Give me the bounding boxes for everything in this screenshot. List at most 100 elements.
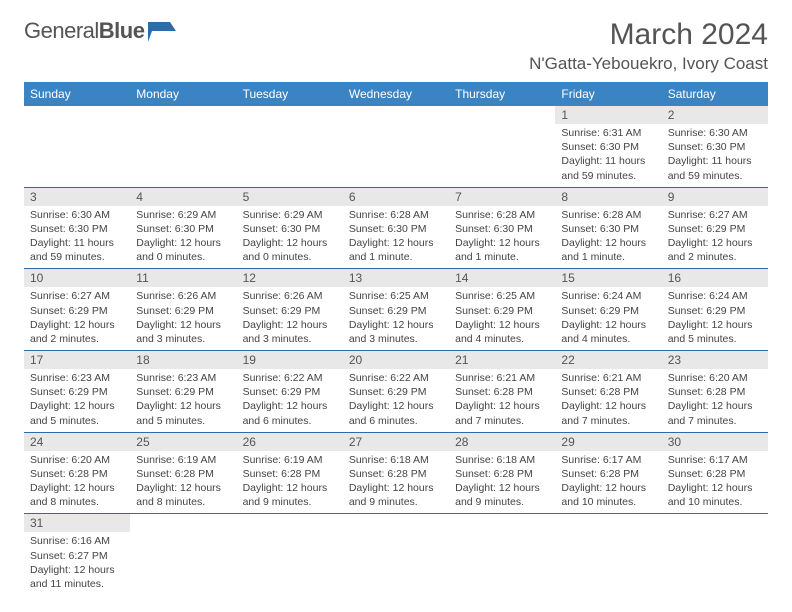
sunrise-text: Sunrise: 6:17 AM bbox=[561, 453, 655, 467]
logo-text: GeneralBlue bbox=[24, 18, 144, 44]
calendar-cell-empty bbox=[662, 514, 768, 595]
calendar-cell: 17Sunrise: 6:23 AMSunset: 6:29 PMDayligh… bbox=[24, 351, 130, 433]
day-details: Sunrise: 6:17 AMSunset: 6:28 PMDaylight:… bbox=[555, 451, 661, 514]
day-details: Sunrise: 6:25 AMSunset: 6:29 PMDaylight:… bbox=[449, 287, 555, 350]
calendar-cell: 15Sunrise: 6:24 AMSunset: 6:29 PMDayligh… bbox=[555, 269, 661, 351]
daylight-text: Daylight: 12 hours and 3 minutes. bbox=[349, 318, 443, 346]
sunrise-text: Sunrise: 6:30 AM bbox=[30, 208, 124, 222]
day-details: Sunrise: 6:26 AMSunset: 6:29 PMDaylight:… bbox=[237, 287, 343, 350]
header-right: March 2024 N'Gatta-Yebouekro, Ivory Coas… bbox=[529, 18, 768, 74]
sunset-text: Sunset: 6:30 PM bbox=[136, 222, 230, 236]
calendar-cell-empty bbox=[449, 106, 555, 187]
calendar-cell: 7Sunrise: 6:28 AMSunset: 6:30 PMDaylight… bbox=[449, 187, 555, 269]
day-number: 29 bbox=[555, 433, 661, 451]
sunrise-text: Sunrise: 6:20 AM bbox=[30, 453, 124, 467]
calendar-week: 3Sunrise: 6:30 AMSunset: 6:30 PMDaylight… bbox=[24, 187, 768, 269]
daylight-text: Daylight: 12 hours and 7 minutes. bbox=[668, 399, 762, 427]
daylight-text: Daylight: 12 hours and 3 minutes. bbox=[243, 318, 337, 346]
day-details: Sunrise: 6:18 AMSunset: 6:28 PMDaylight:… bbox=[343, 451, 449, 514]
calendar-cell-empty bbox=[130, 514, 236, 595]
sunset-text: Sunset: 6:29 PM bbox=[243, 304, 337, 318]
daylight-text: Daylight: 12 hours and 8 minutes. bbox=[136, 481, 230, 509]
logo-text-blue: Blue bbox=[99, 18, 145, 43]
sunrise-text: Sunrise: 6:24 AM bbox=[668, 289, 762, 303]
day-number: 15 bbox=[555, 269, 661, 287]
calendar-cell: 1Sunrise: 6:31 AMSunset: 6:30 PMDaylight… bbox=[555, 106, 661, 187]
daylight-text: Daylight: 12 hours and 2 minutes. bbox=[30, 318, 124, 346]
day-details: Sunrise: 6:21 AMSunset: 6:28 PMDaylight:… bbox=[555, 369, 661, 432]
day-details: Sunrise: 6:21 AMSunset: 6:28 PMDaylight:… bbox=[449, 369, 555, 432]
sunset-text: Sunset: 6:30 PM bbox=[668, 140, 762, 154]
daylight-text: Daylight: 12 hours and 0 minutes. bbox=[243, 236, 337, 264]
day-details: Sunrise: 6:25 AMSunset: 6:29 PMDaylight:… bbox=[343, 287, 449, 350]
day-number: 4 bbox=[130, 188, 236, 206]
sunrise-text: Sunrise: 6:25 AM bbox=[455, 289, 549, 303]
sunrise-text: Sunrise: 6:30 AM bbox=[668, 126, 762, 140]
daylight-text: Daylight: 11 hours and 59 minutes. bbox=[561, 154, 655, 182]
daylight-text: Daylight: 12 hours and 0 minutes. bbox=[136, 236, 230, 264]
sunrise-text: Sunrise: 6:29 AM bbox=[136, 208, 230, 222]
sunrise-text: Sunrise: 6:21 AM bbox=[455, 371, 549, 385]
sunset-text: Sunset: 6:28 PM bbox=[349, 467, 443, 481]
sunrise-text: Sunrise: 6:16 AM bbox=[30, 534, 124, 548]
page-title: March 2024 bbox=[529, 18, 768, 52]
calendar-cell: 14Sunrise: 6:25 AMSunset: 6:29 PMDayligh… bbox=[449, 269, 555, 351]
sunset-text: Sunset: 6:29 PM bbox=[668, 222, 762, 236]
day-number: 18 bbox=[130, 351, 236, 369]
calendar-cell: 9Sunrise: 6:27 AMSunset: 6:29 PMDaylight… bbox=[662, 187, 768, 269]
day-number: 11 bbox=[130, 269, 236, 287]
sunset-text: Sunset: 6:29 PM bbox=[30, 304, 124, 318]
calendar-cell: 24Sunrise: 6:20 AMSunset: 6:28 PMDayligh… bbox=[24, 432, 130, 514]
calendar-cell: 29Sunrise: 6:17 AMSunset: 6:28 PMDayligh… bbox=[555, 432, 661, 514]
sunset-text: Sunset: 6:29 PM bbox=[455, 304, 549, 318]
daylight-text: Daylight: 12 hours and 3 minutes. bbox=[136, 318, 230, 346]
sunrise-text: Sunrise: 6:29 AM bbox=[243, 208, 337, 222]
day-number: 21 bbox=[449, 351, 555, 369]
sunset-text: Sunset: 6:28 PM bbox=[668, 467, 762, 481]
sunset-text: Sunset: 6:28 PM bbox=[561, 385, 655, 399]
day-number: 16 bbox=[662, 269, 768, 287]
sunset-text: Sunset: 6:29 PM bbox=[30, 385, 124, 399]
sunset-text: Sunset: 6:29 PM bbox=[243, 385, 337, 399]
day-number: 2 bbox=[662, 106, 768, 124]
day-details: Sunrise: 6:19 AMSunset: 6:28 PMDaylight:… bbox=[130, 451, 236, 514]
sunset-text: Sunset: 6:30 PM bbox=[561, 140, 655, 154]
daylight-text: Daylight: 12 hours and 1 minute. bbox=[561, 236, 655, 264]
sunset-text: Sunset: 6:27 PM bbox=[30, 549, 124, 563]
calendar-cell: 3Sunrise: 6:30 AMSunset: 6:30 PMDaylight… bbox=[24, 187, 130, 269]
logo: GeneralBlue bbox=[24, 18, 178, 44]
daylight-text: Daylight: 11 hours and 59 minutes. bbox=[30, 236, 124, 264]
day-details: Sunrise: 6:28 AMSunset: 6:30 PMDaylight:… bbox=[343, 206, 449, 269]
daylight-text: Daylight: 12 hours and 5 minutes. bbox=[136, 399, 230, 427]
daylight-text: Daylight: 12 hours and 5 minutes. bbox=[30, 399, 124, 427]
daylight-text: Daylight: 12 hours and 7 minutes. bbox=[455, 399, 549, 427]
sunset-text: Sunset: 6:29 PM bbox=[136, 385, 230, 399]
sunset-text: Sunset: 6:29 PM bbox=[668, 304, 762, 318]
sunrise-text: Sunrise: 6:31 AM bbox=[561, 126, 655, 140]
sunrise-text: Sunrise: 6:22 AM bbox=[243, 371, 337, 385]
calendar-cell: 18Sunrise: 6:23 AMSunset: 6:29 PMDayligh… bbox=[130, 351, 236, 433]
day-number: 28 bbox=[449, 433, 555, 451]
sunrise-text: Sunrise: 6:23 AM bbox=[30, 371, 124, 385]
day-number: 20 bbox=[343, 351, 449, 369]
day-details: Sunrise: 6:24 AMSunset: 6:29 PMDaylight:… bbox=[662, 287, 768, 350]
day-details: Sunrise: 6:27 AMSunset: 6:29 PMDaylight:… bbox=[662, 206, 768, 269]
daylight-text: Daylight: 12 hours and 9 minutes. bbox=[243, 481, 337, 509]
sunset-text: Sunset: 6:29 PM bbox=[349, 304, 443, 318]
header: GeneralBlue March 2024 N'Gatta-Yebouekro… bbox=[24, 18, 768, 74]
sunset-text: Sunset: 6:30 PM bbox=[561, 222, 655, 236]
sunset-text: Sunset: 6:28 PM bbox=[243, 467, 337, 481]
sunrise-text: Sunrise: 6:28 AM bbox=[561, 208, 655, 222]
day-details: Sunrise: 6:20 AMSunset: 6:28 PMDaylight:… bbox=[24, 451, 130, 514]
day-details: Sunrise: 6:17 AMSunset: 6:28 PMDaylight:… bbox=[662, 451, 768, 514]
day-details: Sunrise: 6:16 AMSunset: 6:27 PMDaylight:… bbox=[24, 532, 130, 595]
day-number: 19 bbox=[237, 351, 343, 369]
calendar-cell: 28Sunrise: 6:18 AMSunset: 6:28 PMDayligh… bbox=[449, 432, 555, 514]
day-number: 12 bbox=[237, 269, 343, 287]
daylight-text: Daylight: 12 hours and 6 minutes. bbox=[349, 399, 443, 427]
calendar-cell: 10Sunrise: 6:27 AMSunset: 6:29 PMDayligh… bbox=[24, 269, 130, 351]
day-number: 22 bbox=[555, 351, 661, 369]
sunset-text: Sunset: 6:30 PM bbox=[243, 222, 337, 236]
day-number: 24 bbox=[24, 433, 130, 451]
day-details: Sunrise: 6:28 AMSunset: 6:30 PMDaylight:… bbox=[449, 206, 555, 269]
